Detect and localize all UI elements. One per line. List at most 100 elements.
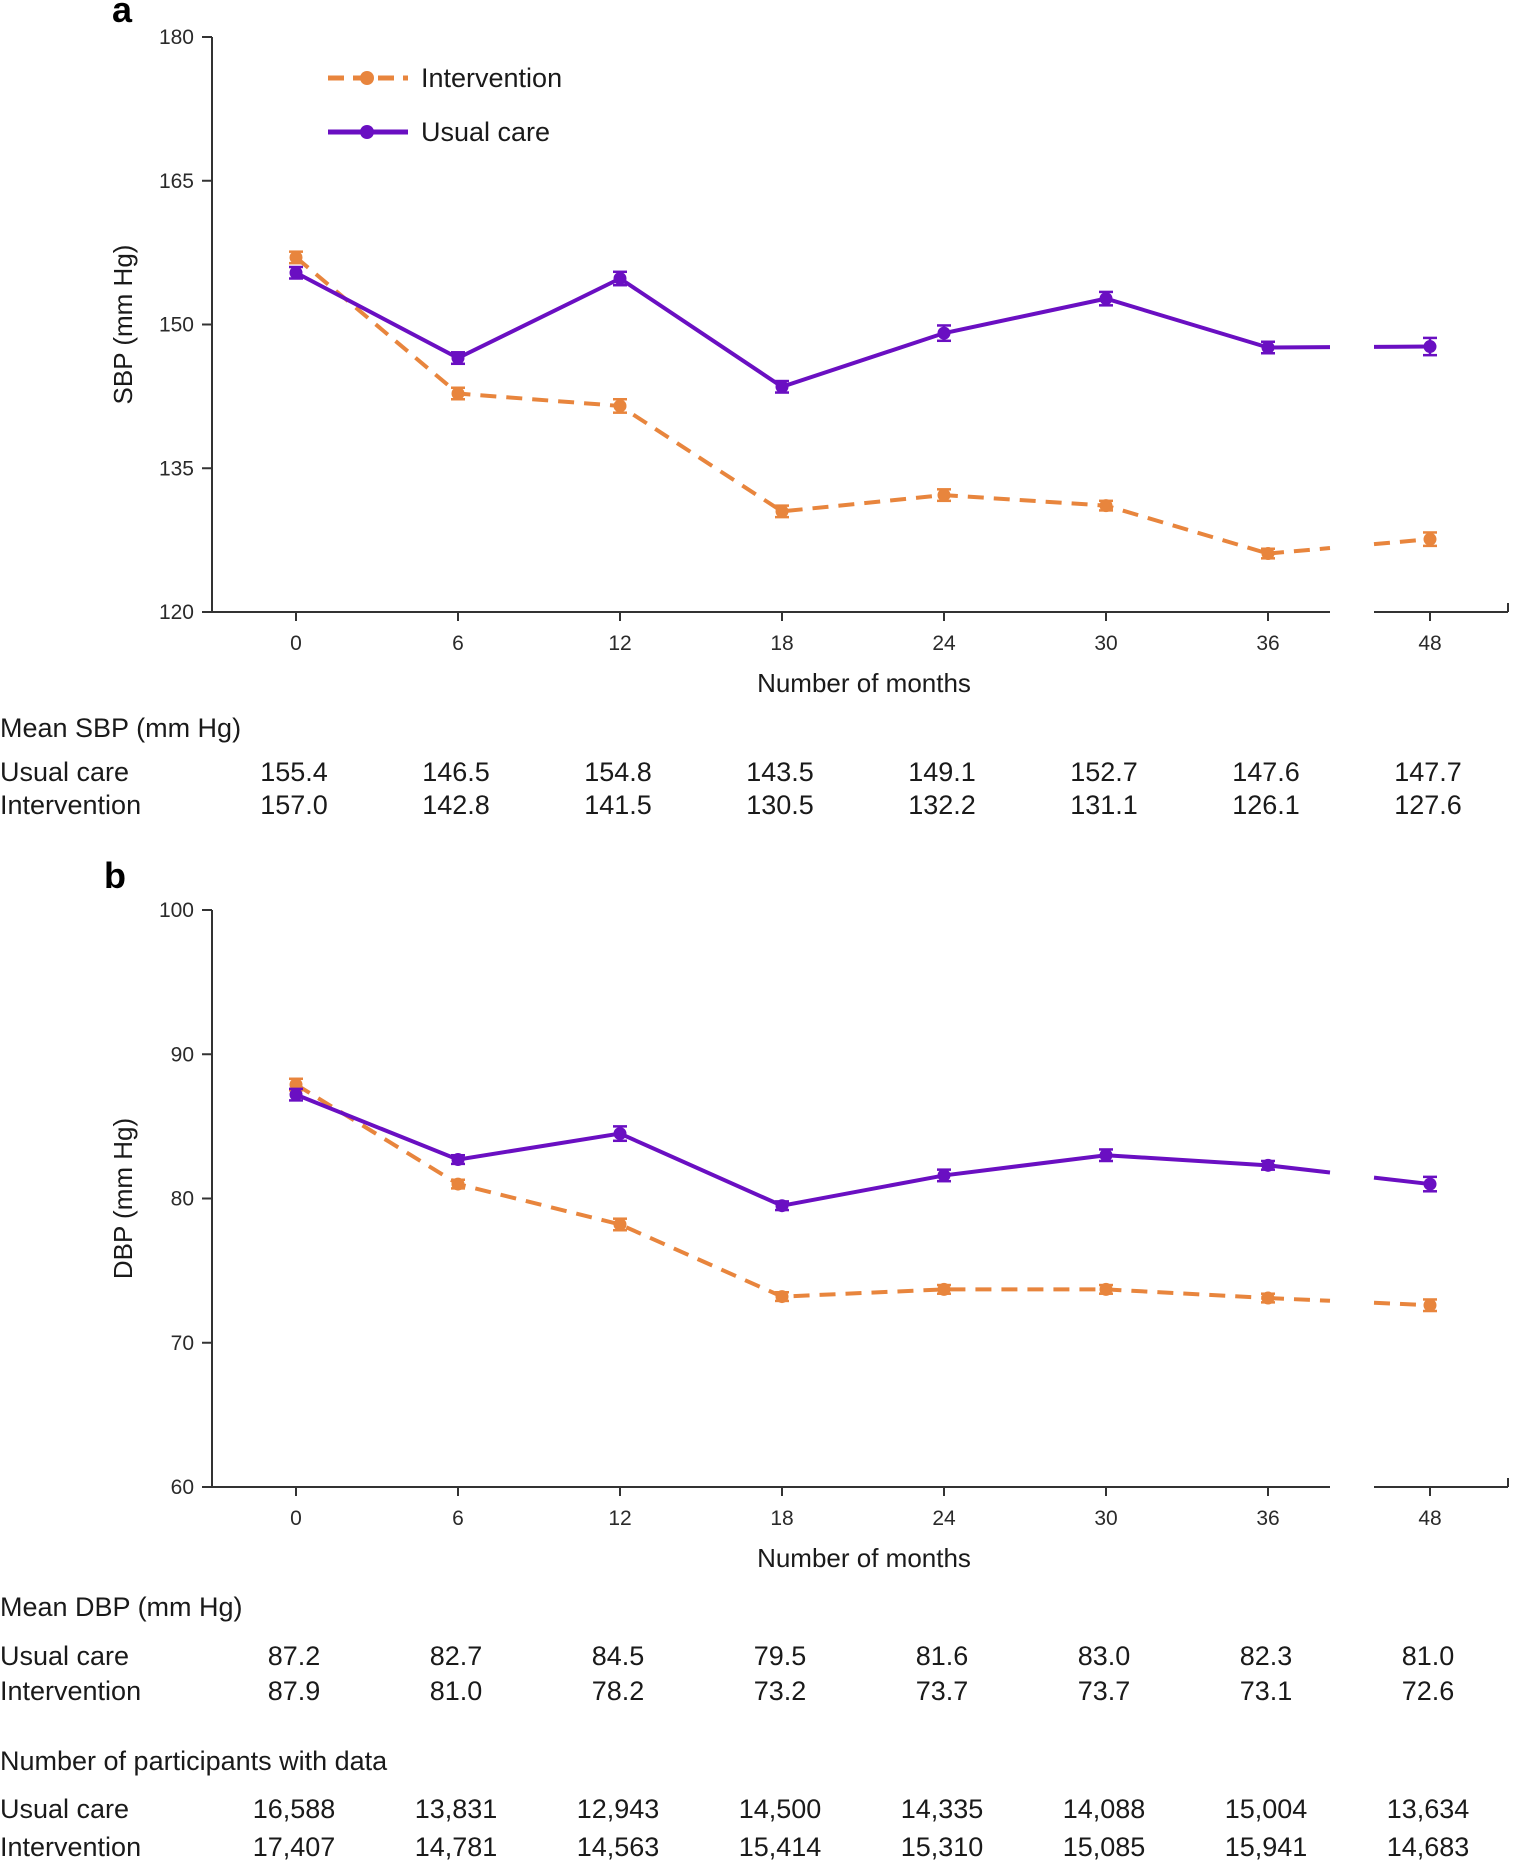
chart-a-usual-care-point [289, 266, 303, 280]
table-b-cell: 73.7 [1078, 1676, 1131, 1706]
table-a-title: Mean SBP (mm Hg) [0, 713, 241, 743]
table-b-cell: 79.5 [754, 1641, 807, 1671]
chart-a-x-tick-label: 24 [932, 632, 956, 655]
table-b-cell: 81.6 [916, 1641, 969, 1671]
chart-a-usual-care-line [295, 270, 1269, 389]
table-a-cell: 147.7 [1394, 757, 1462, 787]
chart-b-intervention-line [294, 1082, 1269, 1301]
participants-cell: 15,085 [1063, 1832, 1146, 1861]
participants-cell: 14,563 [577, 1832, 660, 1861]
chart-b-x-axis-title: Number of months [757, 1543, 971, 1573]
table-b-title: Mean DBP (mm Hg) [0, 1592, 243, 1622]
table-b-row-label: Intervention [0, 1676, 141, 1706]
table-a-cell: 147.6 [1232, 757, 1300, 787]
chart-b-y-axis-title: DBP (mm Hg) [108, 1118, 138, 1279]
chart-a-x-tick-label: 30 [1094, 632, 1117, 655]
chart-b-x-tick-label: 6 [452, 1507, 464, 1530]
table-a-cell: 154.8 [584, 757, 652, 787]
participants-cell: 17,407 [253, 1832, 336, 1861]
chart-a-y-tick-label: 135 [159, 457, 194, 480]
table-a-cell: 146.5 [422, 757, 490, 787]
table-b: Usual care 87.2 82.7 84.5 79.5 81.6 83.0 82.3 81… [0, 1641, 1454, 1706]
chart-a-usual-care-point [775, 380, 789, 394]
participants-cell: 12,943 [577, 1794, 660, 1824]
legend-usual-care-marker [360, 125, 374, 139]
chart-a-x-tick-label: 36 [1256, 632, 1279, 655]
participants-cell: 14,781 [415, 1832, 498, 1861]
chart-b-usual-care-line-segment-pre-break [1267, 1163, 1331, 1175]
chart-b-y-tick-label: 70 [171, 1332, 194, 1355]
participants-cell: 15,414 [739, 1832, 822, 1861]
chart-b-intervention-line-segment-post-break [1373, 1300, 1431, 1308]
table-b-cell: 73.2 [754, 1676, 807, 1706]
table-a-cell: 126.1 [1232, 790, 1300, 820]
table-b-cell: 84.5 [592, 1641, 645, 1671]
table-b-cell: 82.7 [430, 1641, 483, 1671]
panel-a-label: a [112, 0, 133, 30]
chart-a-intervention-point [613, 399, 627, 413]
participants-cell: 14,500 [739, 1794, 822, 1824]
participants-cell: 14,088 [1063, 1794, 1146, 1824]
chart-b-intervention-line-segment-pre-break [1267, 1296, 1331, 1303]
chart-a-intervention-point [451, 387, 465, 400]
participants-cell: 13,831 [415, 1794, 498, 1824]
chart-b-usual-care-point [1423, 1177, 1437, 1191]
chart-a-y-tick-label: 120 [159, 601, 194, 624]
table-b-cell: 78.2 [592, 1676, 645, 1706]
table-a-cell: 127.6 [1394, 790, 1462, 820]
chart-a-intervention-point [937, 488, 951, 502]
legend: Intervention Usual care [328, 63, 562, 147]
chart-b-x-tick-label: 24 [932, 1507, 956, 1530]
chart-b-intervention-point [451, 1177, 465, 1191]
legend-usual-care-label: Usual care [421, 117, 550, 147]
chart-a-y-axis-title: SBP (mm Hg) [108, 245, 138, 405]
chart-b-y-tick-label: 100 [159, 899, 194, 922]
chart-b-usual-care-point [1261, 1158, 1275, 1172]
chart-a-intervention-point [1099, 499, 1113, 513]
chart-a-x-axis-title: Number of months [757, 668, 971, 698]
chart-a: 120 135 150 165 180 0 6 12 18 24 30 36 48 Number of m… [108, 26, 1509, 698]
chart-b: 60 70 80 90 100 0 6 12 18 24 30 36 48 Number of month… [108, 899, 1509, 1573]
table-b-cell: 72.6 [1402, 1676, 1455, 1706]
table-a-cell: 157.0 [260, 790, 328, 820]
chart-b-usual-care-line-segment-post-break [1373, 1175, 1431, 1187]
participants-cell: 15,941 [1225, 1832, 1308, 1861]
table-a-cell: 141.5 [584, 790, 652, 820]
chart-b-x-tick-label: 30 [1094, 1507, 1117, 1530]
participants-row-label: Intervention [0, 1832, 141, 1861]
chart-b-x-tick-label: 48 [1418, 1507, 1441, 1530]
chart-b-usual-care-line [295, 1092, 1269, 1208]
participants-cell: 16,588 [253, 1794, 336, 1824]
table-a: Usual care 155.4 146.5 154.8 143.5 149.1 152.7… [0, 757, 1462, 820]
chart-b-usual-care-point [937, 1168, 951, 1182]
chart-b-y-tick-label: 90 [171, 1043, 194, 1066]
table-b-cell: 81.0 [430, 1676, 483, 1706]
chart-b-usual-care-point [613, 1127, 627, 1141]
table-a-cell: 131.1 [1070, 790, 1138, 820]
table-b-cell: 73.1 [1240, 1676, 1293, 1706]
chart-a-usual-care-point [937, 326, 951, 340]
chart-b-intervention-point [1423, 1298, 1437, 1312]
chart-a-intervention-point [1261, 547, 1275, 561]
table-a-cell: 155.4 [260, 757, 328, 787]
chart-b-usual-care-point [451, 1153, 465, 1167]
chart-b-usual-care-point [289, 1088, 303, 1102]
table-a-row-label: Intervention [0, 790, 141, 820]
chart-b-x-tick-label: 36 [1256, 1507, 1279, 1530]
chart-a-x-tick-label: 18 [770, 632, 793, 655]
chart-a-x-tick-label: 0 [290, 632, 302, 655]
chart-a-usual-care-point [613, 272, 627, 285]
chart-a-usual-care-point [1423, 340, 1437, 354]
participants-cell: 15,310 [901, 1832, 984, 1861]
table-b-cell: 82.3 [1240, 1641, 1293, 1671]
chart-b-intervention-point [1099, 1282, 1113, 1296]
chart-a-x-tick-label: 6 [452, 632, 464, 655]
chart-b-intervention-point [1261, 1291, 1275, 1305]
chart-b-intervention-point [937, 1282, 951, 1296]
table-a-cell: 132.2 [908, 790, 976, 820]
chart-a-x-tick-label: 48 [1418, 632, 1441, 655]
chart-a-intervention-point [289, 250, 303, 264]
table-b-row-label: Usual care [0, 1641, 129, 1671]
participants-row-label: Usual care [0, 1794, 129, 1824]
table-a-cell: 152.7 [1070, 757, 1138, 787]
